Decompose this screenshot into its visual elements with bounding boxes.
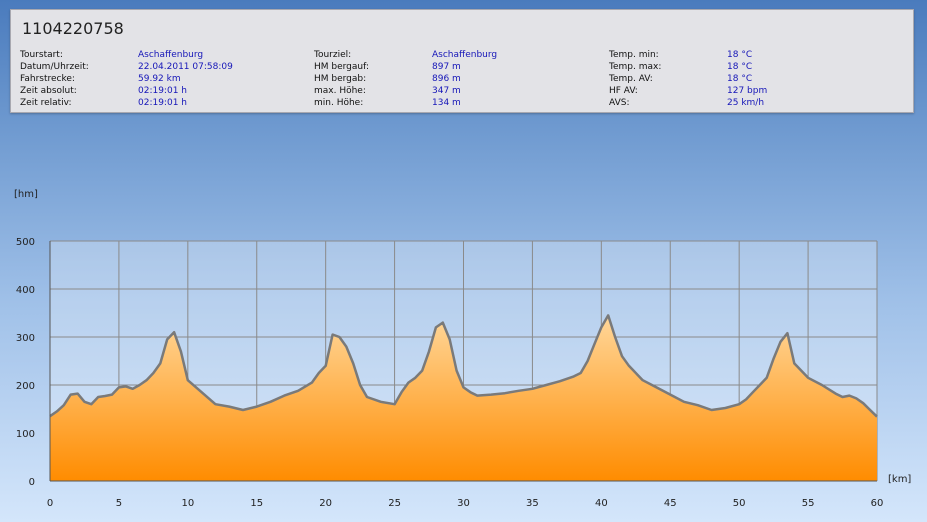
chart-axes: 0 5 10 15 20 25 30 35 40 45 50 55 60 0 100 200 300 400 500 (16, 237, 883, 509)
x-tick-label: 0 (47, 498, 53, 509)
info-label: AVS: (609, 98, 630, 108)
info-label: Zeit relativ: (20, 98, 72, 108)
y-tick-label: 400 (16, 285, 35, 296)
y-tick-label: 0 (29, 477, 35, 488)
info-value: 897 m (432, 62, 461, 72)
info-label: Fahrstrecke: (20, 74, 75, 84)
x-tick-label: 30 (457, 498, 470, 509)
info-label: Datum/Uhrzeit: (20, 62, 89, 72)
info-value: Aschaffenburg (138, 50, 204, 60)
x-tick-label: 15 (250, 498, 263, 509)
info-panel: 1104220758 Tourstart: Aschaffenburg Datum/… (10, 9, 914, 113)
y-tick-label: 100 (16, 429, 35, 440)
elevation-area (50, 315, 877, 481)
info-label: Tourstart: (20, 50, 63, 60)
info-value: 02:19:01 h (138, 98, 187, 108)
info-value: 02:19:01 h (138, 86, 187, 96)
info-value: Aschaffenburg (432, 50, 498, 60)
x-tick-label: 25 (388, 498, 401, 509)
y-axis-label: [hm] (14, 189, 38, 200)
info-label: Tourziel: (314, 50, 352, 60)
y-tick-label: 200 (16, 381, 35, 392)
info-value: 134 m (432, 98, 461, 108)
info-label: HF AV: (609, 86, 638, 96)
y-tick-label: 300 (16, 333, 35, 344)
y-tick-label: 500 (16, 237, 35, 248)
info-value: 896 m (432, 74, 461, 84)
info-value: 18 °C (727, 74, 753, 84)
info-label: min. Höhe: (314, 98, 364, 108)
info-value: 59.92 km (138, 74, 181, 84)
x-tick-label: 35 (526, 498, 539, 509)
x-tick-label: 60 (871, 498, 884, 509)
info-label: Temp. min: (609, 50, 659, 60)
info-label: HM bergab: (314, 74, 367, 84)
x-tick-label: 10 (181, 498, 194, 509)
info-label: Temp. AV: (609, 74, 653, 84)
info-value: 22.04.2011 07:58:09 (138, 62, 233, 72)
info-value: 127 bpm (727, 86, 768, 96)
info-label: max. Höhe: (314, 86, 366, 96)
info-label: HM bergauf: (314, 62, 369, 72)
info-label: Temp. max: (609, 62, 662, 72)
x-tick-label: 50 (733, 498, 746, 509)
info-value: 18 °C (727, 50, 753, 60)
x-tick-label: 45 (664, 498, 677, 509)
info-value: 25 km/h (727, 98, 765, 108)
elevation-line (49, 314, 878, 418)
x-axis-label: [km] (888, 474, 911, 485)
x-tick-label: 20 (319, 498, 332, 509)
info-label: Zeit absolut: (20, 86, 77, 96)
x-tick-label: 5 (116, 498, 122, 509)
x-tick-label: 55 (802, 498, 815, 509)
info-value: 18 °C (727, 62, 753, 72)
x-tick-label: 40 (595, 498, 608, 509)
tour-title: 1104220758 (22, 19, 124, 38)
chart-area-layer (49, 314, 878, 481)
info-value: 347 m (432, 86, 461, 96)
